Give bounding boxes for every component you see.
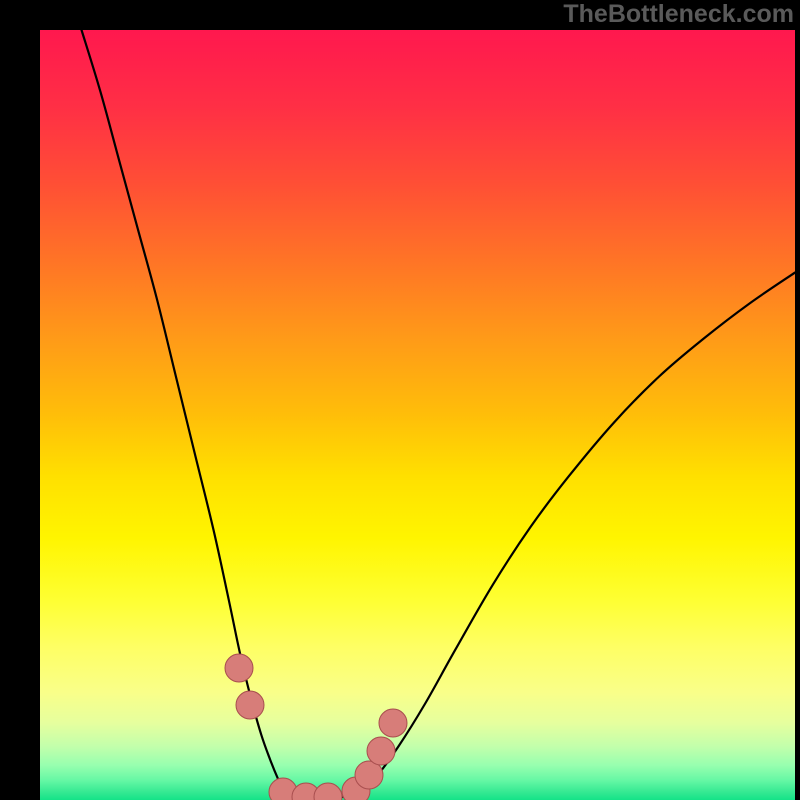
marker-point xyxy=(235,691,264,720)
watermark-label: TheBottleneck.com xyxy=(563,0,794,29)
curve-overlay xyxy=(0,0,800,800)
marker-point xyxy=(379,709,408,738)
marker-point xyxy=(224,653,253,682)
bottleneck-curve xyxy=(82,30,795,799)
marker-point xyxy=(367,737,396,766)
